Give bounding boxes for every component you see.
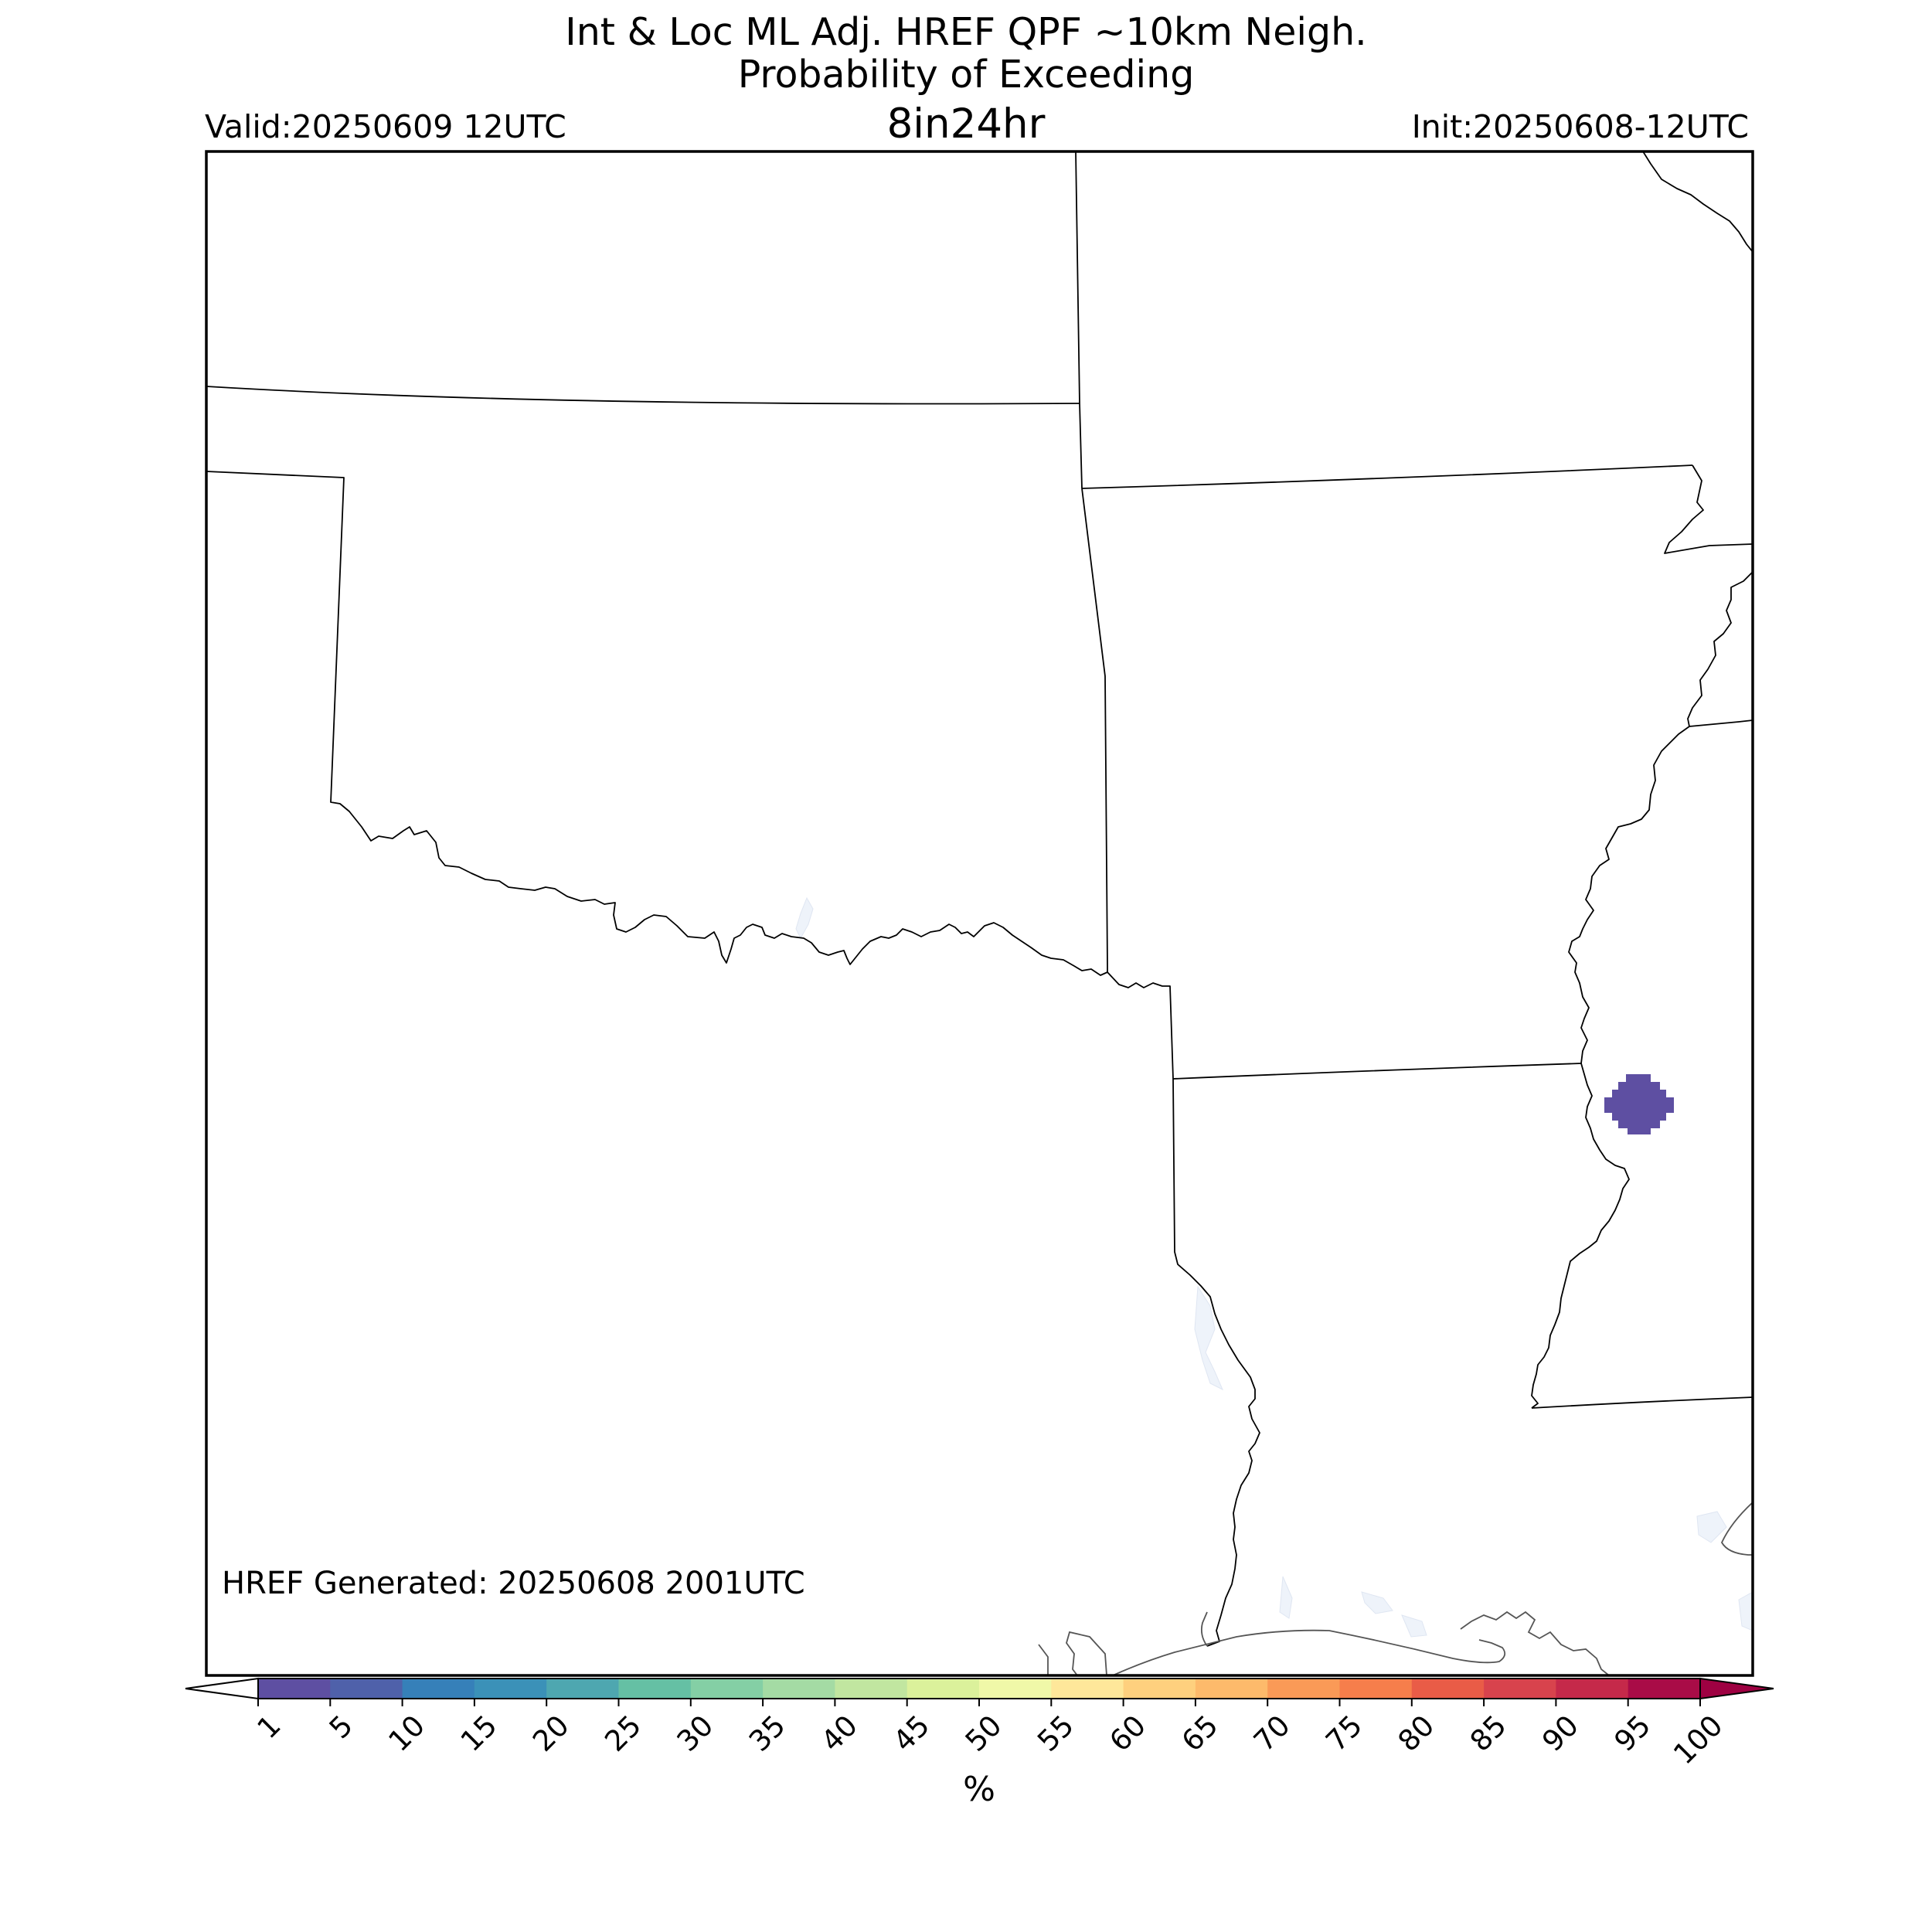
colorbar-cell (763, 1679, 835, 1699)
colorbar-tick-label: 95 (1608, 1709, 1658, 1758)
galveston-bay-coast (1066, 1631, 1107, 1675)
missouri-bootheel-border (1664, 464, 1753, 554)
illinois-kentucky-border (1642, 151, 1753, 253)
state-borders (206, 151, 1753, 1647)
texas-coast (1038, 1644, 1049, 1675)
colorbar-tick-label: 80 (1392, 1709, 1441, 1758)
coastal-lake-2 (1361, 1591, 1393, 1614)
colorbar-tick-label: 75 (1319, 1709, 1369, 1758)
kansas-missouri-border (1075, 151, 1083, 489)
sabine-lake-coast (1200, 1611, 1208, 1647)
colorbar-cell (979, 1679, 1052, 1699)
kansas-oklahoma-border (206, 386, 1080, 405)
colorbar-cell (1267, 1679, 1341, 1699)
colorbar-cell (1484, 1679, 1556, 1699)
threshold-label: 8in24hr (886, 100, 1046, 148)
init-time-label: Init:20250608-12UTC (1411, 108, 1749, 145)
coastline (1038, 1502, 1753, 1675)
colorbar-ticks: 1 5 10 15 20 25 30 35 40 45 50 55 60 65 70 75 80 85 90 95 10… (251, 1699, 1730, 1771)
colorbar: 1 5 10 15 20 25 30 35 40 45 50 55 60 65 70 75 80 85 90 95 10… (185, 1677, 1774, 1809)
mississippi-sound-coast (1720, 1502, 1753, 1556)
colorbar-tick-label: 50 (959, 1709, 1009, 1758)
map-background (206, 151, 1753, 1675)
colorbar-cell (474, 1679, 547, 1699)
colorbar-cell (402, 1679, 475, 1699)
generated-timestamp: HREF Generated: 20250608 2001UTC (222, 1566, 805, 1601)
colorbar-cell (1123, 1679, 1196, 1699)
colorbar-tick-label: 30 (671, 1709, 720, 1758)
colorbar-tick-label: 55 (1031, 1709, 1080, 1758)
colorbar-cell (1339, 1679, 1413, 1699)
colorbar-tick-label: 100 (1667, 1709, 1729, 1770)
colorbar-cell (258, 1679, 331, 1699)
colorbar-under-arrow (185, 1677, 259, 1700)
colorbar-tick-label: 1 (251, 1709, 287, 1745)
colorbar-unit-label: % (963, 1770, 995, 1809)
colorbar-tick-label: 25 (598, 1709, 648, 1758)
arkansas-louisiana-border (1172, 1063, 1582, 1080)
coastal-lake-3 (1401, 1614, 1427, 1638)
colorbar-cell (835, 1679, 908, 1699)
colorbar-cell (690, 1679, 764, 1699)
colorbar-cells (258, 1679, 1701, 1699)
colorbar-over-arrow (1699, 1677, 1774, 1700)
texas-louisiana-border (1107, 971, 1260, 1647)
lake-pontchartrain (1696, 1511, 1727, 1543)
louisiana-mississippi-border (1531, 1396, 1753, 1409)
colorbar-cell (618, 1679, 692, 1699)
toledo-bend-reservoir (1194, 1285, 1224, 1391)
colorbar-cell (546, 1679, 620, 1699)
oklahoma-texas-border (206, 471, 1108, 976)
colorbar-cell (906, 1679, 980, 1699)
colorbar-tick-label: 10 (382, 1709, 431, 1758)
tennessee-border (1687, 571, 1753, 727)
map-area (206, 151, 1753, 1675)
valid-time-label: Valid:20250609 12UTC (205, 108, 566, 145)
colorbar-cell (1051, 1679, 1124, 1699)
colorbar-cell (1628, 1679, 1701, 1699)
colorbar-tick-label: 70 (1247, 1709, 1297, 1758)
colorbar-tick-label: 40 (815, 1709, 864, 1758)
colorbar-tick-label: 15 (454, 1709, 504, 1758)
title-line-2: Probability of Exceeding (737, 53, 1195, 97)
colorbar-tick-label: 90 (1536, 1709, 1585, 1758)
colorbar-cell (330, 1679, 403, 1699)
probability-area (1604, 1074, 1674, 1134)
mississippi-delta-coast (1460, 1611, 1610, 1675)
map-frame (205, 150, 1754, 1677)
colorbar-cell (1411, 1679, 1485, 1699)
colorbar-tick-label: 65 (1175, 1709, 1225, 1758)
title-line-1: Int & Loc ML Adj. HREF QPF ~10km Neigh. (565, 10, 1367, 54)
colorbar-tick-label: 20 (526, 1709, 576, 1758)
water-bodies (795, 896, 1753, 1638)
colorbar-tick-label: 85 (1464, 1709, 1513, 1758)
colorbar-tick-label: 35 (743, 1709, 792, 1758)
colorbar-cell (1195, 1679, 1268, 1699)
colorbar-cell (1556, 1679, 1629, 1699)
colorbar-tick-label: 60 (1103, 1709, 1152, 1758)
coastal-lake-4 (1738, 1591, 1753, 1631)
missouri-arkansas-border (1081, 464, 1693, 489)
oklahoma-arkansas-border (1081, 488, 1108, 972)
colorbar-tick-label: 45 (887, 1709, 937, 1758)
mississippi-river-border (1531, 726, 1690, 1409)
coastal-lake-1 (1279, 1576, 1293, 1619)
colorbar-tick-label: 5 (323, 1709, 359, 1745)
louisiana-coast (1112, 1629, 1506, 1675)
